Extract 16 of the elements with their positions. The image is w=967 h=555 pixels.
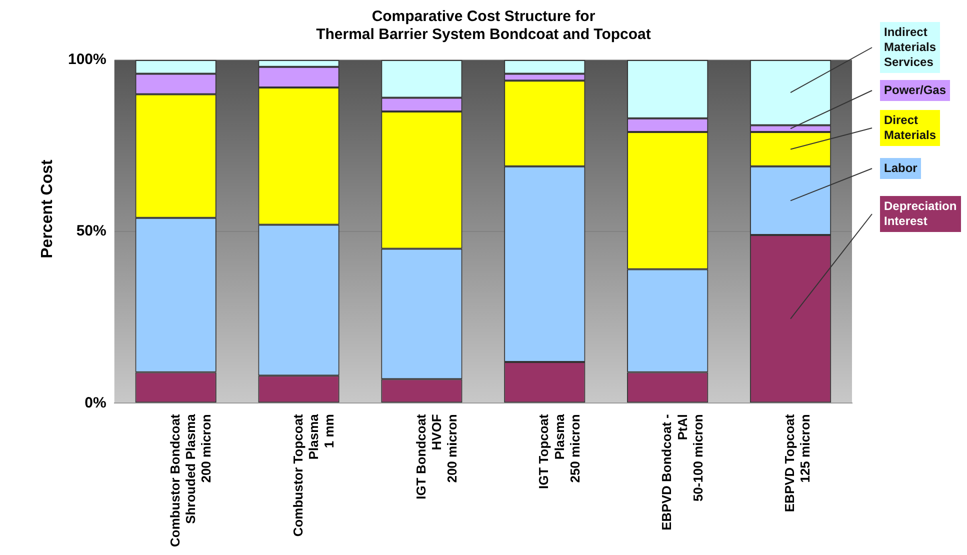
x-tick-label: Combustor Bondcoat Shrouded Plasma 200 micron	[167, 413, 214, 548]
y-tick-label: 100%	[68, 51, 106, 68]
y-axis-title: Percent Cost	[39, 158, 57, 260]
y-tick-label: 0%	[84, 394, 106, 412]
text: Power/Gas	[880, 80, 950, 101]
y-tick-label: 50%	[76, 222, 106, 240]
text: Direct Materials	[880, 110, 940, 146]
x-tick-label: Combustor Topcoat Plasma 1 mm	[290, 413, 337, 537]
x-tick-label: EBPVD Topcoat 125 micron	[782, 413, 813, 512]
x-tick-label: IGT Bondcoat HVOF 200 micron	[413, 413, 460, 500]
x-tick-label: IGT Topcoat Plasma 250 micron	[536, 413, 582, 489]
text: Indirect Materials Services	[880, 22, 940, 73]
text: Labor	[880, 158, 922, 179]
text: Depreciation Interest	[880, 196, 961, 232]
chart-title: Comparative Cost Structure for Thermal Barrier System Bondcoat and Topcoat	[316, 8, 651, 43]
x-tick-label: EBPVD Bondcoat - PtAl 50-100 micron	[659, 414, 706, 530]
